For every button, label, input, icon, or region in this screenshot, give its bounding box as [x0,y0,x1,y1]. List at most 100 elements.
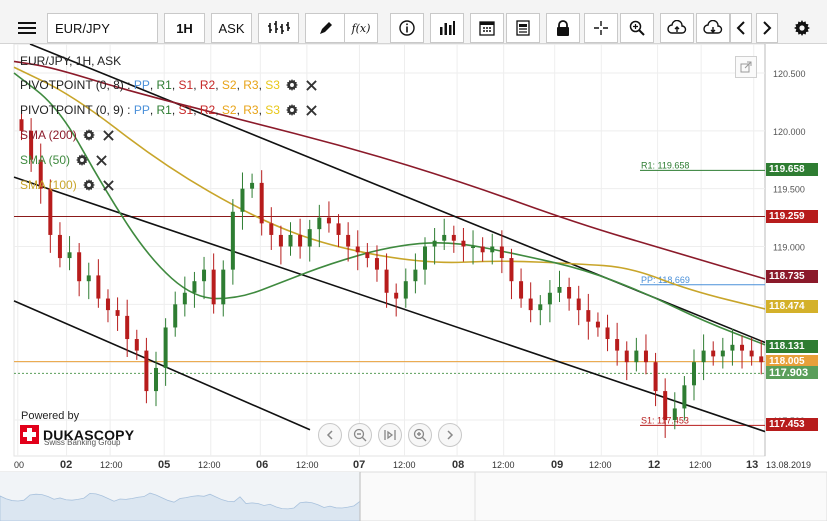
x-tick-label: 12:00 [393,460,416,470]
candle-body [528,298,533,311]
period-select[interactable]: 1H [164,13,205,43]
pivot-2-r2: R2 [199,103,216,117]
expand-icon [740,61,752,73]
zoom-in-icon [413,428,427,442]
pivot-2-s1: S1 [178,103,194,117]
candle-body [682,385,687,409]
menu-button[interactable] [12,13,42,43]
settings-gear-icon [794,20,810,36]
x-tick-label: 08 [452,459,464,471]
expand-button[interactable] [735,56,757,78]
candle-body [250,182,255,189]
comma: , [171,78,179,92]
pivot-1-s3: S3 [265,78,280,92]
candle-body [403,281,408,299]
download-button[interactable] [696,13,730,43]
powered-by-label: Powered by [21,410,80,422]
pivot-2-close-icon[interactable] [306,104,317,116]
next-button[interactable] [756,13,778,43]
candle-body [499,246,504,259]
channel-lower-line [13,300,311,431]
pivot-1-close-icon[interactable] [306,79,317,91]
price-tag: 117.903 [766,366,818,380]
dukascopy-logo[interactable]: DUKASCOPY Swiss Banking Group [20,425,134,447]
candle-body [221,269,226,305]
period-value: 1H [176,20,193,36]
sma200-line [13,60,766,280]
draw-pencil-icon [319,22,332,34]
candle-body [115,310,120,316]
calendar-button[interactable] [470,13,504,43]
prev-icon [736,21,745,35]
candle-body [701,350,706,363]
candle-body [538,304,543,311]
sma100-label: SMA (100) [20,178,77,192]
legend-sma100[interactable]: SMA (100) [20,178,114,192]
comma: , [236,103,244,117]
sma100-close-icon[interactable] [102,179,114,191]
zoom-in-button[interactable] [408,423,432,447]
legend-pivot-1[interactable]: PIVOTPOINT (0, 8) : PP, R1, S1, R2, S2, … [20,78,317,92]
sma50-close-icon[interactable] [96,154,107,166]
settings-button[interactable] [788,13,816,43]
candle-body [365,252,370,259]
sma100-settings-icon[interactable] [82,179,95,191]
info-button[interactable] [390,13,424,43]
symbol-select[interactable]: EUR/JPY [47,13,158,43]
legend-sma50[interactable]: SMA (50) [20,153,107,167]
pivot-2-s2: S2 [221,103,237,117]
pivot-2-settings-icon[interactable] [285,104,298,116]
candle-body [317,217,322,230]
price-tag: 119.658 [766,163,818,177]
prev-button[interactable] [730,13,752,43]
function-button[interactable]: f(x) [344,13,378,43]
pivot-1-s1: S1 [178,78,194,92]
bar-style-button[interactable] [258,13,299,43]
y-tick-label: 120.500 [773,69,806,79]
sma200-label: SMA (200) [20,128,77,142]
candle-body [182,292,187,305]
legend-sma200[interactable]: SMA (200) [20,128,114,142]
candle-body [749,350,754,357]
pivot-1-settings-icon[interactable] [285,79,298,91]
x-tick-label: 12:00 [198,460,221,470]
upload-button[interactable] [660,13,694,43]
news-button[interactable] [506,13,540,43]
candle-body [490,246,495,253]
candle-body [557,286,562,293]
pivot-1-r2: R2 [199,78,216,92]
side-select[interactable]: ASK [211,13,252,43]
pivot-1-sep: : [123,78,134,92]
level-label: R1: 119.658 [641,160,689,170]
comma: , [215,103,222,117]
sma200-settings-icon[interactable] [82,129,95,141]
lock-button[interactable] [546,13,580,43]
y-tick-label: 119.000 [773,243,805,253]
scroll-left-button[interactable] [318,423,342,447]
comma: , [171,103,179,117]
candle-body [105,298,110,311]
function-icon: f(x) [351,21,371,35]
menu-icon [18,22,36,34]
candle-body [125,315,130,340]
candle-body [471,246,476,248]
fit-button[interactable] [378,423,402,447]
x-tick-label: 12 [648,459,660,471]
scroll-right-button[interactable] [438,423,462,447]
candle-body [413,269,418,282]
navigator-strip[interactable] [0,471,827,521]
candle-body [202,269,207,282]
legend-pivot-2[interactable]: PIVOTPOINT (0, 9) : PP, R1, S1, R2, S2, … [20,103,317,117]
candle-body [163,327,168,368]
price-chart[interactable]: R1: 119.658 PP: 118.669 S1: 117.453 120.50… [0,44,827,521]
crosshair-button[interactable] [584,13,618,43]
candle-body [759,356,764,363]
sma50-settings-icon[interactable] [76,154,89,166]
swiss-flag-icon [20,425,39,444]
sma200-close-icon[interactable] [102,129,114,141]
volume-button[interactable] [430,13,464,43]
candle-body [240,188,245,212]
zoom-out-button[interactable] [348,423,372,447]
zoom-button[interactable] [620,13,654,43]
draw-button[interactable] [305,13,346,43]
